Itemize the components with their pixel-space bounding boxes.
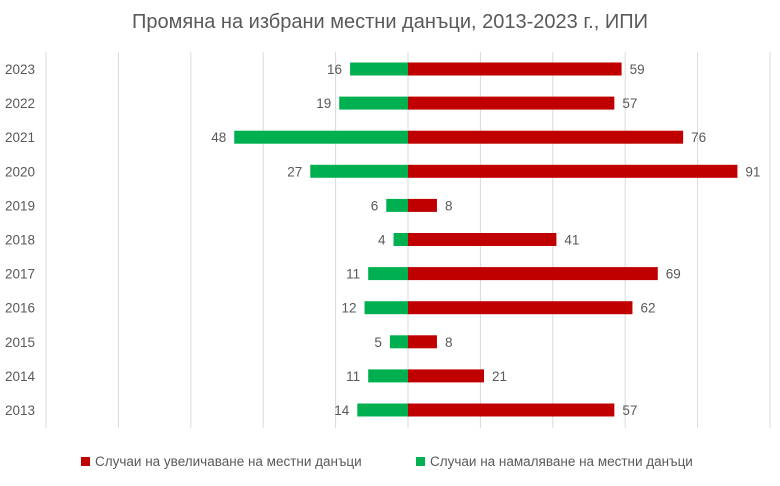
bar-decrease: [339, 96, 408, 110]
bar-decrease: [234, 130, 408, 144]
bar-increase: [408, 369, 485, 383]
data-label-decrease: 14: [334, 403, 350, 418]
data-label-decrease: 4: [378, 233, 386, 248]
bar-increase: [408, 403, 615, 417]
legend-label-increase: Случаи на увеличаване на местни данъци: [95, 454, 362, 469]
bar-increase: [408, 198, 437, 212]
category-label: 2013: [5, 403, 35, 418]
bar-increase: [408, 96, 615, 110]
chart-title: Промяна на избрани местни данъци, 2013-2…: [132, 11, 648, 33]
bar-decrease: [368, 267, 408, 281]
category-label: 2019: [5, 198, 35, 213]
legend-swatch-decrease: [416, 457, 425, 466]
bars: [234, 62, 738, 417]
data-label-increase: 91: [745, 164, 760, 179]
data-label-increase: 21: [492, 369, 507, 384]
legend-swatch-increase: [81, 457, 90, 466]
category-label: 2015: [5, 335, 35, 350]
category-label: 2014: [5, 369, 36, 384]
bar-decrease: [386, 198, 408, 212]
legend: Случаи на увеличаване на местни данъци С…: [81, 454, 693, 469]
data-label-decrease: 19: [316, 96, 331, 111]
data-label-decrease: 5: [374, 335, 382, 350]
data-label-decrease: 11: [346, 267, 360, 282]
data-label-increase: 8: [445, 335, 453, 350]
data-label-increase: 62: [640, 301, 655, 316]
bar-decrease: [310, 164, 408, 178]
bar-increase: [408, 62, 622, 76]
category-label: 2021: [5, 130, 35, 145]
data-label-increase: 76: [691, 130, 706, 145]
data-label-increase: 57: [622, 403, 637, 418]
category-label: 2020: [5, 164, 35, 179]
bar-decrease: [350, 62, 408, 76]
data-label-increase: 57: [622, 96, 637, 111]
data-label-increase: 8: [445, 198, 453, 213]
data-label-decrease: 27: [287, 164, 302, 179]
bar-increase: [408, 335, 437, 349]
data-label-increase: 41: [564, 233, 579, 248]
bar-decrease: [393, 233, 408, 246]
data-label-decrease: 48: [211, 130, 226, 145]
legend-label-decrease: Случаи на намаляване на местни данъци: [430, 454, 693, 469]
bar-decrease: [357, 403, 408, 417]
bar-increase: [408, 164, 738, 178]
bar-increase: [408, 233, 557, 246]
data-label-increase: 69: [666, 267, 681, 282]
category-label: 2018: [5, 233, 35, 248]
data-label-decrease: 6: [371, 198, 379, 213]
bar-decrease: [364, 301, 408, 315]
category-label: 2016: [5, 301, 35, 316]
data-label-decrease: 16: [327, 62, 342, 77]
data-label-decrease: 11: [346, 369, 360, 384]
data-label-decrease: 12: [342, 301, 357, 316]
data-label-increase: 59: [630, 62, 645, 77]
bar-increase: [408, 301, 633, 315]
bar-increase: [408, 267, 658, 281]
bar-decrease: [389, 335, 408, 349]
category-label: 2017: [5, 267, 35, 282]
bar-increase: [408, 130, 684, 144]
category-label: 2022: [5, 96, 35, 111]
category-label: 2023: [5, 62, 35, 77]
bar-decrease: [368, 369, 408, 383]
